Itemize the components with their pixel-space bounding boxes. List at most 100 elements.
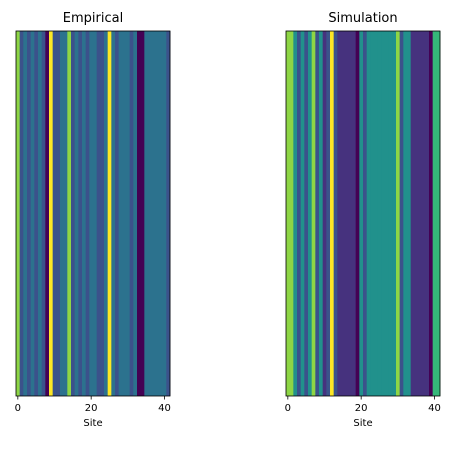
empirical-site-column-28 <box>118 31 123 396</box>
empirical-site-column-33 <box>137 31 142 396</box>
empirical-site-column-32 <box>133 31 138 396</box>
simulation-site-column-17 <box>348 31 353 396</box>
empirical-site-column-3 <box>27 31 32 396</box>
simulation-site-column-11 <box>326 31 331 396</box>
empirical-heatmap-cells <box>16 31 171 396</box>
simulation-site-column-8 <box>315 31 320 396</box>
empirical-site-column-29 <box>122 31 127 396</box>
empirical-site-column-5 <box>34 31 39 396</box>
empirical-site-column-34 <box>140 31 145 396</box>
simulation-site-column-39 <box>429 31 434 396</box>
empirical-site-column-14 <box>67 31 72 396</box>
simulation-site-column-23 <box>370 31 375 396</box>
empirical-title: Empirical <box>63 11 123 26</box>
simulation-site-column-1 <box>289 31 294 396</box>
empirical-x-ticks: 0 20 40 <box>15 396 171 414</box>
empirical-site-column-40 <box>162 31 167 396</box>
empirical-site-column-20 <box>89 31 94 396</box>
simulation-site-column-2 <box>293 31 298 396</box>
empirical-site-column-8 <box>45 31 50 396</box>
empirical-site-column-11 <box>56 31 61 396</box>
simulation-site-column-7 <box>311 31 316 396</box>
simulation-site-column-30 <box>396 31 401 396</box>
empirical-site-column-38 <box>155 31 160 396</box>
empirical-site-column-10 <box>52 31 57 396</box>
empirical-site-column-15 <box>71 31 76 396</box>
simulation-site-column-20 <box>359 31 364 396</box>
empirical-site-column-0 <box>16 31 21 396</box>
empirical-site-column-6 <box>38 31 43 396</box>
simulation-site-column-35 <box>414 31 419 396</box>
simulation-panel: 0 20 40 Simulation Site <box>285 11 441 429</box>
simulation-site-column-21 <box>363 31 368 396</box>
simulation-site-column-25 <box>377 31 382 396</box>
empirical-axes-frame <box>15 30 171 397</box>
simulation-site-column-24 <box>374 31 379 396</box>
simulation-x-tick-label-20: 20 <box>355 403 368 414</box>
empirical-site-column-13 <box>63 31 68 396</box>
simulation-site-column-14 <box>337 31 342 396</box>
simulation-site-column-13 <box>333 31 338 396</box>
empirical-site-column-35 <box>144 31 149 396</box>
simulation-site-column-5 <box>304 31 309 396</box>
empirical-site-column-9 <box>49 31 54 396</box>
empirical-site-column-27 <box>115 31 120 396</box>
simulation-site-column-28 <box>388 31 393 396</box>
empirical-site-column-17 <box>78 31 83 396</box>
simulation-site-column-33 <box>407 31 412 396</box>
simulation-site-column-18 <box>352 31 357 396</box>
simulation-site-column-3 <box>297 31 302 396</box>
empirical-x-axis-label: Site <box>83 418 102 429</box>
simulation-site-column-36 <box>418 31 423 396</box>
simulation-site-column-38 <box>425 31 430 396</box>
empirical-site-column-31 <box>129 31 134 396</box>
simulation-site-column-26 <box>381 31 386 396</box>
empirical-site-column-19 <box>85 31 90 396</box>
simulation-site-column-4 <box>300 31 305 396</box>
simulation-site-column-9 <box>319 31 324 396</box>
simulation-site-column-22 <box>366 31 371 396</box>
simulation-site-column-41 <box>436 31 441 396</box>
empirical-site-column-26 <box>111 31 116 396</box>
empirical-site-column-25 <box>107 31 112 396</box>
simulation-site-column-10 <box>322 31 327 396</box>
simulation-site-column-6 <box>308 31 313 396</box>
empirical-site-column-7 <box>41 31 46 396</box>
simulation-site-column-34 <box>410 31 415 396</box>
empirical-site-column-30 <box>126 31 131 396</box>
simulation-site-column-40 <box>432 31 437 396</box>
empirical-site-column-37 <box>151 31 156 396</box>
empirical-panel: 0 20 40 Empirical Site <box>15 11 171 429</box>
simulation-site-column-31 <box>399 31 404 396</box>
simulation-site-column-32 <box>403 31 408 396</box>
simulation-site-column-16 <box>344 31 349 396</box>
empirical-site-column-16 <box>74 31 79 396</box>
simulation-site-column-37 <box>421 31 426 396</box>
simulation-x-axis-label: Site <box>353 418 372 429</box>
empirical-site-column-4 <box>30 31 35 396</box>
empirical-site-column-36 <box>148 31 153 396</box>
empirical-site-column-22 <box>96 31 101 396</box>
simulation-site-column-19 <box>355 31 360 396</box>
simulation-x-tick-label-0: 0 <box>285 403 291 414</box>
simulation-title: Simulation <box>328 11 397 26</box>
empirical-site-column-18 <box>82 31 87 396</box>
simulation-site-column-0 <box>286 31 291 396</box>
empirical-site-column-24 <box>104 31 109 396</box>
simulation-site-column-15 <box>341 31 346 396</box>
empirical-x-tick-label-40: 40 <box>158 403 171 414</box>
empirical-site-column-41 <box>166 31 171 396</box>
empirical-site-column-1 <box>19 31 24 396</box>
simulation-site-column-29 <box>392 31 397 396</box>
empirical-x-tick-label-20: 20 <box>85 403 98 414</box>
simulation-site-column-12 <box>330 31 335 396</box>
empirical-site-column-23 <box>100 31 105 396</box>
simulation-x-ticks: 0 20 40 <box>285 396 441 414</box>
empirical-site-column-39 <box>159 31 164 396</box>
simulation-axes-frame <box>285 30 441 397</box>
empirical-site-column-21 <box>93 31 98 396</box>
empirical-site-column-2 <box>23 31 28 396</box>
empirical-site-column-12 <box>60 31 65 396</box>
simulation-site-column-27 <box>385 31 390 396</box>
